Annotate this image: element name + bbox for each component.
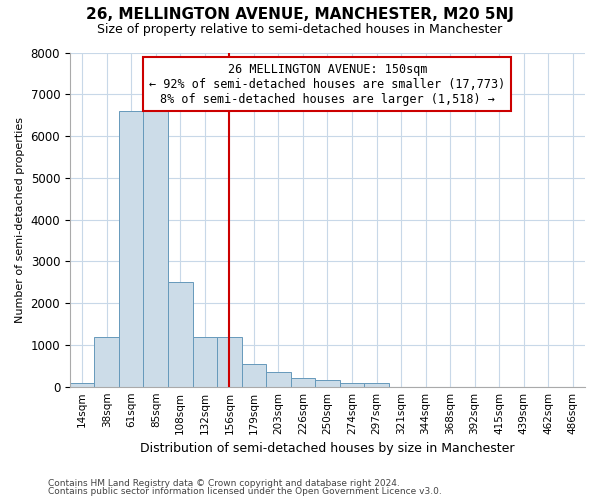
Bar [70,384,94,386]
Y-axis label: Number of semi-detached properties: Number of semi-detached properties [15,116,25,322]
Bar [266,372,290,386]
Text: Contains public sector information licensed under the Open Government Licence v3: Contains public sector information licen… [48,487,442,496]
Bar [364,384,389,386]
Bar [315,380,340,386]
Bar [290,378,315,386]
Text: 26, MELLINGTON AVENUE, MANCHESTER, M20 5NJ: 26, MELLINGTON AVENUE, MANCHESTER, M20 5… [86,8,514,22]
Text: Size of property relative to semi-detached houses in Manchester: Size of property relative to semi-detach… [97,22,503,36]
X-axis label: Distribution of semi-detached houses by size in Manchester: Distribution of semi-detached houses by … [140,442,515,455]
Bar [168,282,193,387]
Bar [340,382,364,386]
Bar [143,107,168,386]
Bar [193,336,217,386]
Bar [119,111,143,386]
Bar [242,364,266,386]
Text: Contains HM Land Registry data © Crown copyright and database right 2024.: Contains HM Land Registry data © Crown c… [48,478,400,488]
Text: 26 MELLINGTON AVENUE: 150sqm
← 92% of semi-detached houses are smaller (17,773)
: 26 MELLINGTON AVENUE: 150sqm ← 92% of se… [149,62,506,106]
Bar [217,336,242,386]
Bar [94,336,119,386]
